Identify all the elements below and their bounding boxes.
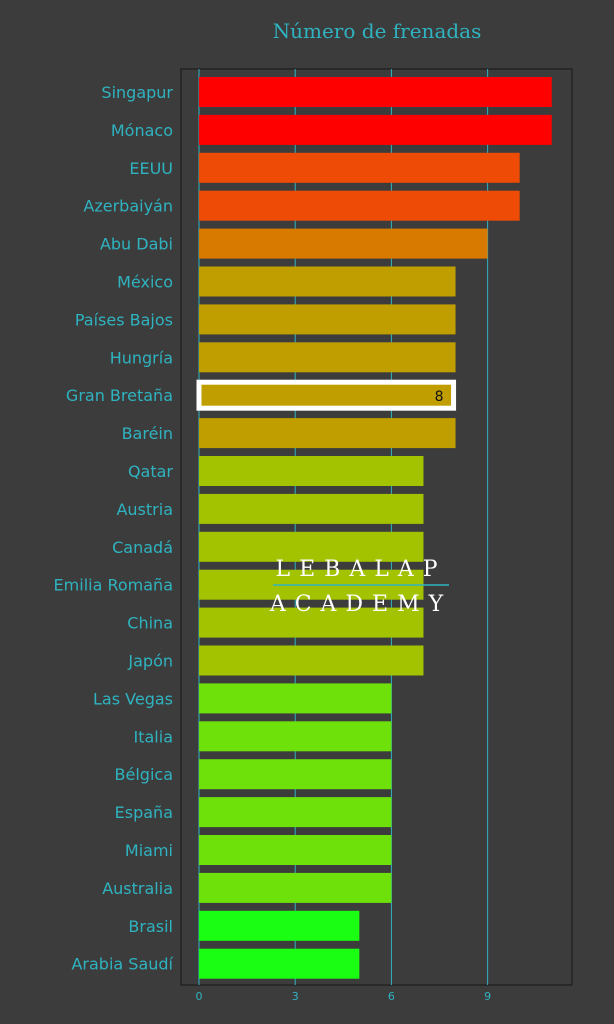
bar bbox=[199, 342, 456, 373]
category-label: Mónaco bbox=[111, 121, 173, 140]
x-tick-labels: 0 3 6 9 bbox=[196, 990, 492, 1003]
bars bbox=[199, 77, 552, 979]
bar bbox=[199, 910, 360, 941]
x-tick-label: 3 bbox=[292, 990, 299, 1003]
bar bbox=[199, 835, 392, 865]
bar bbox=[199, 759, 392, 790]
watermark-line2: ACADEMY bbox=[269, 592, 452, 617]
chart-title: Número de frenadas bbox=[273, 19, 482, 43]
category-label: Hungría bbox=[110, 348, 173, 367]
category-label: Bélgica bbox=[115, 765, 173, 784]
watermark: LEBALAP ACADEMY bbox=[269, 557, 452, 617]
category-label: Baréin bbox=[122, 424, 173, 443]
bar bbox=[199, 190, 520, 221]
bar bbox=[199, 797, 392, 828]
bar bbox=[199, 493, 424, 524]
category-label: Japón bbox=[127, 652, 173, 671]
category-label: Brasil bbox=[128, 917, 173, 936]
category-labels: Singapur Mónaco EEUU Azerbaiyán Abu Dabi Méxi… bbox=[54, 83, 174, 974]
category-label: Azerbaiyán bbox=[83, 197, 173, 216]
bar bbox=[199, 872, 392, 903]
bar bbox=[199, 683, 392, 714]
bar bbox=[199, 721, 392, 752]
bar bbox=[199, 266, 456, 297]
watermark-line1: LEBALAP bbox=[275, 557, 446, 582]
category-label: EEUU bbox=[129, 159, 173, 178]
category-label: Singapur bbox=[101, 83, 173, 102]
category-label: Italia bbox=[134, 727, 174, 746]
bar bbox=[199, 77, 552, 107]
category-label: Emilia Romaña bbox=[54, 576, 173, 595]
category-label: España bbox=[115, 803, 173, 822]
category-label: México bbox=[117, 273, 173, 292]
bar bbox=[199, 607, 424, 638]
highlight: 8 bbox=[196, 379, 457, 411]
x-tick-label: 6 bbox=[388, 990, 395, 1003]
category-label: Australia bbox=[102, 879, 173, 898]
category-label: Austria bbox=[116, 500, 173, 519]
category-label: Qatar bbox=[128, 462, 173, 481]
category-label: Arabia Saudí bbox=[71, 955, 173, 974]
plot-area bbox=[180, 68, 573, 986]
category-label: Abu Dabi bbox=[100, 235, 173, 254]
bar bbox=[199, 152, 520, 183]
bar bbox=[199, 304, 456, 335]
bar bbox=[199, 531, 424, 562]
x-tick-label: 0 bbox=[196, 990, 203, 1003]
category-label: China bbox=[127, 614, 173, 633]
category-label: Canadá bbox=[112, 538, 173, 557]
bar bbox=[199, 114, 552, 145]
category-label: Las Vegas bbox=[93, 689, 173, 708]
data-label: 8 bbox=[435, 389, 444, 405]
bar bbox=[199, 948, 360, 979]
bar bbox=[199, 418, 456, 449]
gridlines bbox=[198, 69, 489, 985]
bar bbox=[199, 645, 424, 676]
category-label: Gran Bretaña bbox=[66, 386, 173, 405]
bar bbox=[199, 456, 424, 486]
category-label: Miami bbox=[125, 841, 173, 860]
x-tick-label: 9 bbox=[484, 990, 491, 1003]
bar bbox=[199, 380, 456, 411]
category-label: Países Bajos bbox=[75, 310, 173, 329]
highlight-outline bbox=[196, 379, 457, 411]
bar bbox=[199, 228, 488, 259]
